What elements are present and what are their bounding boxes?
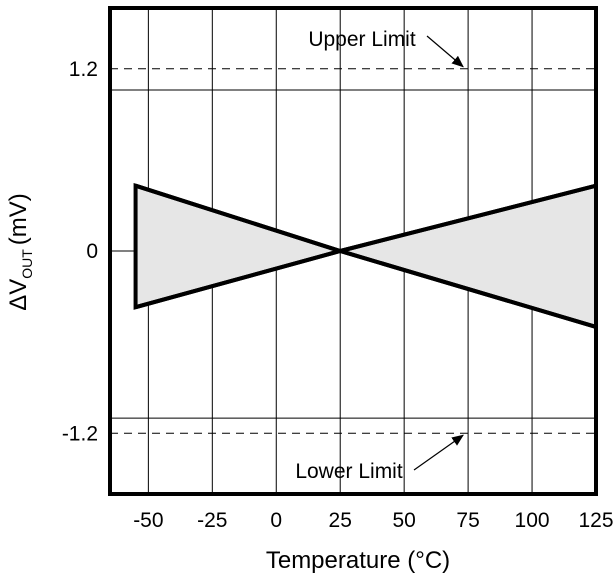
lower-bound-line — [135, 248, 597, 329]
y-axis-title-text: ΔVOUT (mV) — [5, 193, 35, 311]
y-tick-label: -1.2 — [62, 422, 98, 445]
y-axis-title-subscript: OUT — [19, 249, 35, 279]
x-tick-label: 25 — [329, 509, 352, 532]
x-tick-label: -25 — [197, 509, 227, 532]
x-tick-label: 0 — [270, 509, 282, 532]
y-axis-title-unit: (mV) — [5, 193, 32, 245]
upper-limit-arrow — [426, 35, 464, 68]
upper-limit-label: Upper Limit — [308, 28, 416, 51]
y-axis-title: ΔVOUT (mV) — [5, 193, 35, 311]
x-tick-label: -50 — [133, 509, 163, 532]
y-tick-label: 0 — [86, 240, 98, 263]
y-axis-title-main: ΔV — [5, 279, 32, 311]
x-axis-title: Temperature (°C) — [266, 547, 450, 574]
y-tick-label: 1.2 — [69, 58, 98, 81]
x-tick-label: 50 — [392, 509, 415, 532]
lower-limit-label: Lower Limit — [295, 460, 403, 483]
plot-frame — [108, 6, 598, 496]
lower-limit-arrow — [413, 434, 464, 471]
x-tick-label: 75 — [456, 509, 479, 532]
x-tick-label: 100 — [515, 509, 550, 532]
x-tick-label: 125 — [578, 509, 613, 532]
